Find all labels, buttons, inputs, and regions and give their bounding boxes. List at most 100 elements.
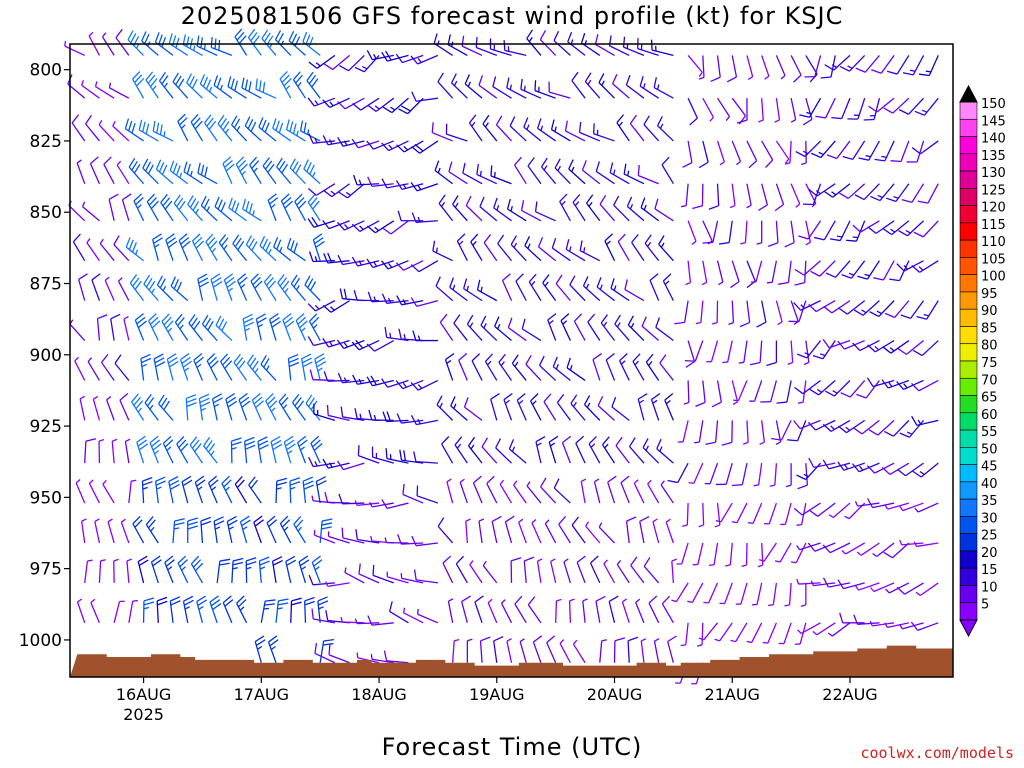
barb-staff — [616, 564, 630, 584]
wind-barb — [367, 176, 394, 188]
barb-flag — [220, 117, 227, 128]
barb-flag — [674, 321, 685, 325]
wind-barb — [630, 556, 645, 584]
wind-barb — [649, 273, 660, 301]
wind-barb — [138, 119, 159, 142]
barb-half-flag — [167, 327, 173, 333]
colorbar-label: 35 — [981, 494, 998, 509]
barb-half-flag — [98, 438, 105, 442]
wind-barb — [511, 354, 527, 381]
barb-half-flag — [300, 327, 306, 332]
barb-flag — [395, 53, 403, 63]
barb-flag — [774, 203, 784, 212]
wind-barb — [226, 515, 238, 544]
barb-half-flag — [827, 632, 833, 637]
wind-barb — [125, 237, 144, 262]
barb-flag — [158, 162, 165, 173]
barb-staff — [464, 406, 483, 421]
barb-staff — [389, 610, 409, 624]
wind-barb — [164, 555, 175, 584]
wind-barb — [249, 156, 262, 185]
wind-barb — [213, 516, 225, 544]
barb-staff — [86, 242, 100, 262]
barb-half-flag — [259, 566, 266, 570]
barb-flag — [189, 436, 198, 446]
barb-flag — [599, 195, 607, 205]
barb-staff — [911, 183, 925, 203]
wind-barb — [726, 55, 738, 83]
barb-half-flag — [906, 431, 913, 435]
wind-barb — [564, 120, 586, 142]
wind-barb — [534, 201, 556, 222]
barb-flag — [899, 432, 910, 438]
wind-barb — [573, 313, 586, 341]
barb-flag — [503, 392, 513, 401]
barb-flag — [297, 316, 307, 325]
barb-staff — [538, 246, 557, 262]
barb-staff — [604, 240, 616, 261]
barb-staff — [390, 220, 409, 235]
barb-half-flag — [106, 396, 112, 401]
barb-staff — [693, 462, 704, 484]
wind-barb — [239, 515, 251, 544]
barb-flag — [645, 353, 654, 363]
barb-staff — [371, 658, 394, 664]
barb-flag — [212, 602, 222, 611]
barb-staff — [560, 320, 571, 341]
barb-flag — [765, 159, 774, 169]
source-credit[interactable]: coolwx.com/models — [860, 744, 1014, 762]
barb-staff — [342, 416, 365, 422]
barb-flag — [868, 429, 879, 436]
wind-barb — [384, 327, 409, 342]
barb-staff — [496, 124, 512, 142]
barb-flag — [186, 398, 197, 404]
barb-half-flag — [905, 229, 911, 234]
barb-staff — [575, 442, 586, 464]
barb-staff — [572, 201, 586, 222]
barb-flag — [199, 397, 210, 404]
barb-half-flag — [572, 639, 578, 645]
wind-barb — [295, 313, 308, 341]
barb-flag — [261, 119, 267, 130]
barb-half-flag — [561, 200, 566, 206]
barb-flag — [414, 143, 424, 152]
barb-half-flag — [467, 81, 471, 87]
wind-barb — [584, 72, 601, 99]
wind-barb — [660, 480, 674, 504]
barb-flag — [303, 484, 314, 490]
barb-flag — [251, 160, 260, 169]
barb-half-flag — [519, 638, 525, 643]
barb-half-flag — [828, 514, 834, 519]
barb-flag — [85, 438, 97, 442]
barb-staff — [189, 444, 203, 464]
wind-barb — [203, 436, 218, 464]
barb-staff — [805, 340, 810, 363]
wind-barb — [901, 183, 925, 204]
barb-staff — [812, 183, 822, 205]
wind-barb — [540, 157, 557, 185]
barb-flag — [498, 353, 506, 363]
barb-flag — [322, 99, 331, 108]
wind-barb — [245, 557, 257, 583]
barb-half-flag — [417, 608, 419, 615]
barb-staff — [313, 339, 336, 347]
wind-barb — [458, 353, 468, 381]
x-tick-label: 19AUG — [469, 685, 524, 704]
barb-flag — [187, 521, 198, 526]
barb-staff — [194, 482, 204, 504]
barb-flag — [462, 278, 468, 289]
wind-barb — [639, 75, 660, 99]
wind-barb — [705, 420, 719, 446]
barb-staff — [682, 420, 689, 442]
wind-barb — [453, 314, 468, 341]
barb-staff — [313, 618, 336, 624]
barb-flag — [196, 595, 206, 603]
barb-staff — [629, 446, 645, 464]
colorbar-swatch — [959, 429, 978, 448]
barb-staff — [828, 582, 851, 588]
wind-barb — [176, 436, 189, 464]
wind-barb — [351, 339, 380, 351]
barb-flag — [480, 636, 491, 642]
wind-barb — [339, 54, 365, 72]
wind-barb — [500, 599, 513, 624]
